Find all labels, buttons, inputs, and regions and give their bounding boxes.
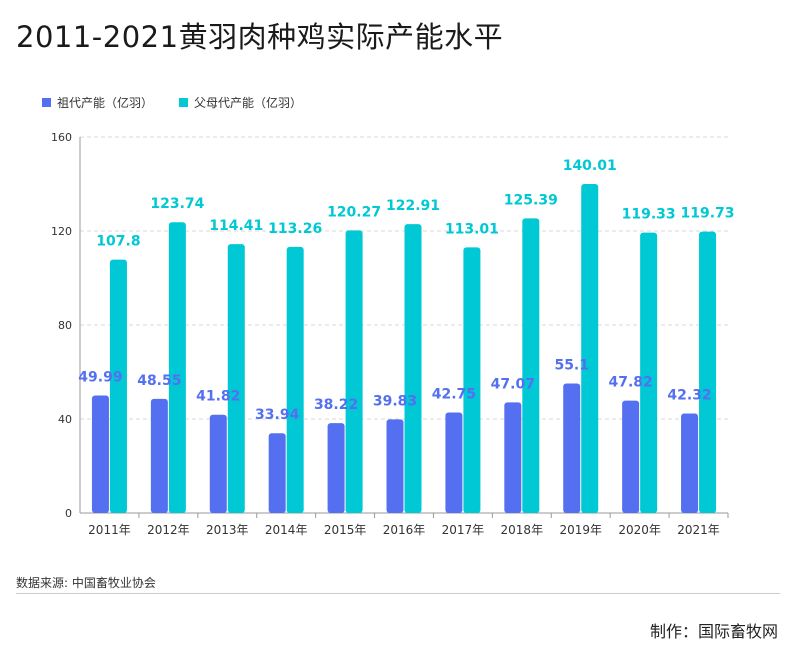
data-label-series1: 33.94 <box>255 407 300 423</box>
x-tick-label: 2018年 <box>501 523 544 537</box>
bar-series2 <box>404 224 422 513</box>
x-tick-label: 2012年 <box>147 523 190 537</box>
bar-series1 <box>681 413 699 513</box>
legend-label-series2: 父母代产能（亿羽） <box>194 96 303 110</box>
credit: 制作：国际畜牧网 <box>649 622 778 641</box>
x-tick-label: 2013年 <box>206 523 249 537</box>
bar-series2 <box>581 183 599 513</box>
bar-series2 <box>463 247 481 513</box>
bar-series2 <box>109 259 127 513</box>
bar-series1 <box>445 412 463 513</box>
data-label-series2: 125.39 <box>504 192 558 208</box>
x-tick-label: 2015年 <box>324 523 367 537</box>
legend-item-series1[interactable]: 祖代产能（亿羽） <box>42 94 153 111</box>
bar-series2 <box>286 246 304 514</box>
bar-series1 <box>327 423 345 513</box>
bar-series2 <box>522 218 540 513</box>
bar-chart: 0 40 80 120 160 2011年 2012年 2013年 2014年 2015年 2016… <box>51 131 735 537</box>
data-label-series2: 119.33 <box>622 207 676 223</box>
data-label-series1: 48.55 <box>137 373 181 389</box>
data-label-series1: 47.82 <box>608 375 652 391</box>
legend-label-series1: 祖代产能（亿羽） <box>57 96 154 110</box>
data-label-series2: 113.01 <box>445 221 499 237</box>
x-tick-label: 2021年 <box>677 523 720 537</box>
x-tick-label: 2020年 <box>618 523 661 537</box>
legend-swatch-series2 <box>179 98 189 107</box>
data-source: 数据来源: 中国畜牧业协会 <box>16 576 156 590</box>
bar-series1 <box>91 395 109 513</box>
legend-item-series2[interactable]: 父母代产能（亿羽） <box>179 94 302 111</box>
bar-series2 <box>345 230 363 514</box>
bar-series1 <box>563 383 581 513</box>
chart-title: 2011-2021黄羽肉种鸡实际产能水平 <box>16 20 504 54</box>
data-label-series1: 47.07 <box>491 376 535 392</box>
data-label-series1: 42.75 <box>432 387 476 403</box>
data-label-series1: 39.83 <box>373 393 417 409</box>
data-label-series2: 140.01 <box>563 158 617 174</box>
bar-series1 <box>386 419 404 513</box>
bar-series2 <box>640 232 658 513</box>
x-tick-label: 2019年 <box>559 523 602 537</box>
data-label-series1: 42.32 <box>667 388 711 404</box>
data-label-series2: 113.26 <box>268 221 322 237</box>
divider <box>16 593 780 594</box>
x-tick-label: 2011年 <box>88 523 131 537</box>
y-tick-label: 120 <box>51 225 72 238</box>
data-label-series1: 41.82 <box>196 389 240 405</box>
data-label-series2: 122.91 <box>386 198 440 214</box>
bar-series2 <box>699 231 717 513</box>
data-label-series2: 123.74 <box>150 196 204 212</box>
bar-series1 <box>150 398 168 513</box>
y-tick-label: 40 <box>58 413 72 426</box>
bar-series2 <box>227 244 245 513</box>
data-label-series1: 49.99 <box>78 370 122 386</box>
data-label-series2: 114.41 <box>209 218 263 234</box>
bar-series2 <box>168 222 186 513</box>
bar-series1 <box>268 433 286 513</box>
legend: 祖代产能（亿羽） 父母代产能（亿羽） <box>42 94 302 111</box>
bar-series1 <box>209 414 227 513</box>
bar-series1 <box>622 400 640 513</box>
x-tick-label: 2016年 <box>383 523 426 537</box>
bar-series1 <box>504 402 522 513</box>
x-tick-label: 2014年 <box>265 523 308 537</box>
data-label-series2: 119.73 <box>681 206 735 222</box>
data-label-series1: 38.22 <box>314 397 358 413</box>
x-tick-label: 2017年 <box>442 523 485 537</box>
y-tick-label: 80 <box>58 319 72 332</box>
y-tick-label: 0 <box>65 507 72 520</box>
y-tick-label: 160 <box>51 131 72 144</box>
legend-swatch-series1 <box>42 98 51 107</box>
data-label-series1: 55.1 <box>554 358 589 374</box>
data-label-series2: 107.8 <box>96 234 140 250</box>
data-label-series2: 120.27 <box>327 204 381 220</box>
